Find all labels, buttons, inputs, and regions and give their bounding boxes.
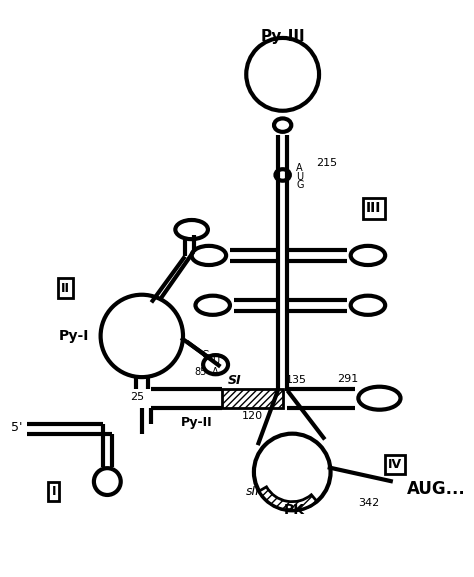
- Ellipse shape: [274, 118, 292, 132]
- Text: II: II: [61, 282, 70, 294]
- Circle shape: [254, 434, 330, 510]
- Text: 5': 5': [11, 421, 23, 434]
- Circle shape: [94, 468, 121, 495]
- Text: U: U: [212, 356, 219, 366]
- Text: G: G: [296, 181, 303, 190]
- Text: 291: 291: [337, 374, 358, 384]
- Circle shape: [246, 38, 319, 111]
- Ellipse shape: [351, 295, 385, 315]
- Ellipse shape: [275, 169, 290, 181]
- Text: 342: 342: [358, 497, 380, 508]
- Text: IV: IV: [388, 458, 402, 471]
- Bar: [222, 389, 283, 408]
- Ellipse shape: [175, 220, 208, 239]
- Circle shape: [100, 295, 183, 377]
- Ellipse shape: [195, 295, 230, 315]
- Text: A: A: [212, 368, 219, 377]
- Ellipse shape: [351, 246, 385, 265]
- Ellipse shape: [203, 355, 228, 374]
- Text: III: III: [366, 201, 382, 215]
- Ellipse shape: [191, 246, 226, 265]
- Text: Py-I: Py-I: [59, 329, 89, 343]
- Text: PK: PK: [283, 503, 305, 518]
- Text: A: A: [296, 163, 303, 173]
- Ellipse shape: [358, 387, 401, 410]
- Text: AUG...: AUG...: [407, 480, 466, 498]
- Text: 135: 135: [285, 375, 307, 385]
- Text: U: U: [296, 172, 303, 182]
- Text: G: G: [201, 350, 209, 360]
- Text: SI: SI: [228, 373, 241, 387]
- Text: Py-II: Py-II: [181, 415, 212, 429]
- Text: sII: sII: [246, 485, 260, 497]
- Text: 215: 215: [316, 159, 337, 168]
- Text: 25: 25: [130, 392, 144, 402]
- Text: I: I: [51, 485, 56, 497]
- Text: 85: 85: [195, 368, 207, 377]
- Wedge shape: [259, 487, 317, 510]
- Text: Py-III: Py-III: [260, 29, 305, 44]
- Text: 120: 120: [241, 411, 263, 421]
